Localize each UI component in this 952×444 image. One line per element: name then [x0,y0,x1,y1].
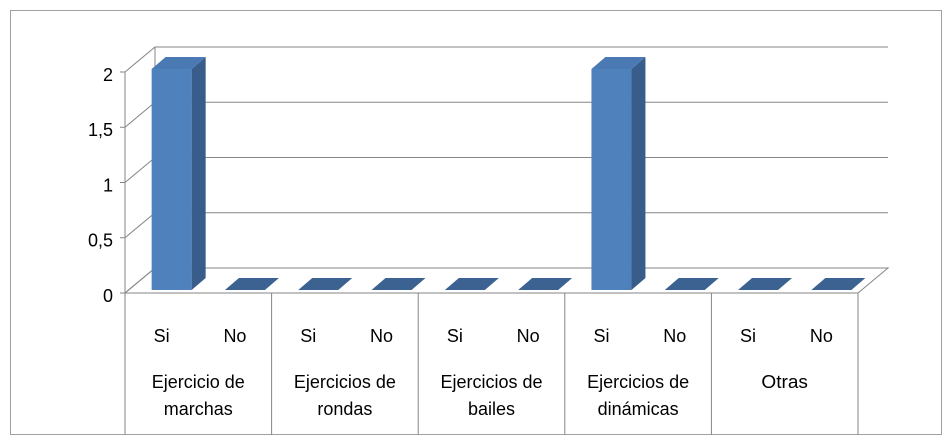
y-tick-label: 0 [103,286,113,306]
bar [151,57,206,290]
group-label: Ejercicios de rondas [294,372,396,419]
y-tick-label: 2 [103,65,113,85]
x-tick-label: Si [154,326,170,346]
group-label: Ejercicios de dinámicas [587,372,689,419]
bar [224,278,279,290]
y-tick-label: 0,5 [88,231,113,251]
x-tick-label: Si [740,326,756,346]
grid-line [124,46,888,73]
x-tick-label: No [370,326,393,346]
bar [591,57,646,290]
bar [371,278,426,290]
x-tick-label: No [517,326,540,346]
bar [738,278,793,290]
bar [811,278,866,290]
x-tick-label: Si [593,326,609,346]
group-label: Ejercicio de marchas [152,372,245,419]
x-tick-label: No [223,326,246,346]
bar [518,278,573,290]
x-tick-label: Si [447,326,463,346]
bar [298,278,353,290]
group-label: Ejercicios de bailes [440,372,542,419]
bar [444,278,499,290]
y-tick-label: 1 [103,175,113,195]
y-tick-label: 1,5 [88,120,113,140]
x-tick-label: Si [300,326,316,346]
x-tick-label: No [663,326,686,346]
group-label: Otras [761,372,808,392]
bar [664,278,719,290]
x-tick-label: No [810,326,833,346]
